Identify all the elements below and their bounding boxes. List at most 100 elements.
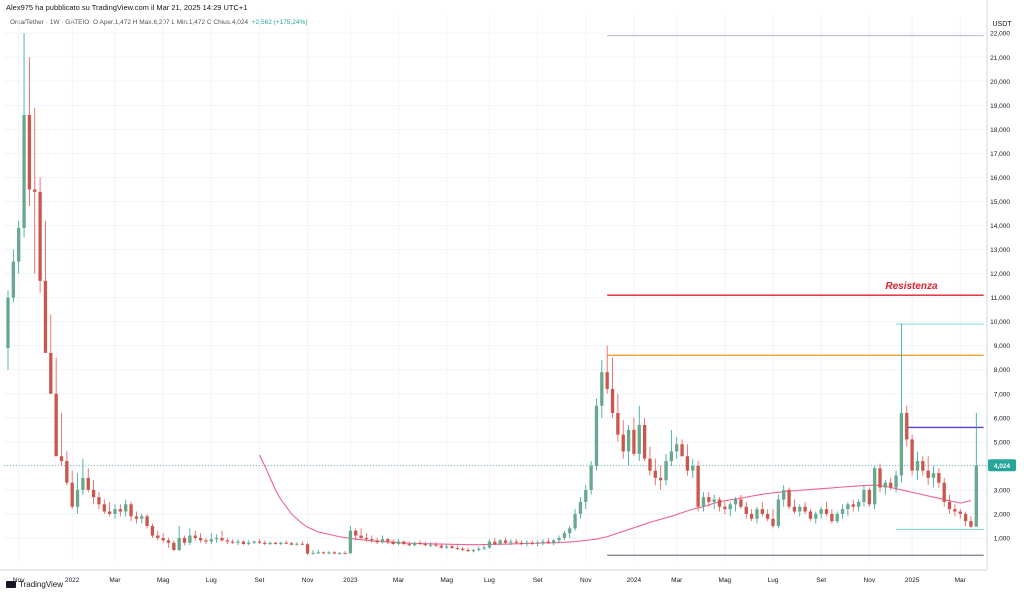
time-tick-label: Mag	[440, 577, 453, 584]
candle-body	[573, 513, 577, 529]
candle-body	[129, 504, 133, 517]
price-tick-label: 16,000	[990, 175, 1010, 182]
candle-body	[974, 465, 978, 527]
price-tick-label: 6,000	[994, 415, 1011, 422]
price-tick-label: 14,000	[990, 223, 1010, 230]
time-tick-label: Mar	[671, 577, 683, 584]
candle-body	[621, 434, 625, 452]
candle-body	[546, 541, 550, 543]
candle-body	[803, 506, 807, 512]
candle-body	[557, 537, 561, 541]
candle-body	[327, 552, 331, 554]
candle-body	[867, 489, 871, 505]
interval[interactable]: 1W	[49, 19, 60, 26]
candle-body	[883, 482, 888, 488]
candle-body	[22, 114, 26, 228]
candle-body	[541, 541, 545, 543]
candle-body	[49, 352, 53, 394]
candle-body	[776, 499, 781, 526]
symbol-legend: Orca/Tether · 1W · GATEIO O Aper.1,472 H…	[10, 19, 308, 26]
candle-body	[723, 506, 727, 510]
candle-body	[214, 537, 219, 540]
candle-body	[284, 542, 288, 544]
moving-average-line	[258, 454, 972, 546]
currency-label: USDT	[992, 21, 1012, 28]
candle-body	[632, 429, 636, 454]
candle-body	[766, 513, 770, 519]
candle-body	[370, 539, 374, 541]
price-tick-label: 7,000	[994, 391, 1011, 398]
candle-body	[375, 540, 379, 543]
candle-body	[691, 465, 695, 471]
candle-body	[568, 528, 572, 534]
candle-body	[477, 548, 481, 550]
publish-attribution: Alex975 ha pubblicato su TradingView.com…	[6, 3, 248, 12]
candle-body	[145, 516, 149, 526]
price-tick-label: 5,000	[994, 439, 1011, 446]
candle-body	[675, 444, 679, 452]
candle-body	[134, 516, 139, 519]
candle-body	[701, 497, 706, 507]
candle-body	[252, 541, 256, 543]
time-tick-label: Mar	[109, 577, 121, 584]
candle-body	[193, 535, 197, 538]
candle-body	[86, 477, 90, 490]
symbol-name[interactable]: Orca/Tether	[10, 19, 44, 26]
candle-body	[471, 549, 476, 552]
candle-body	[6, 297, 10, 349]
candle-body	[220, 537, 224, 541]
candle-body	[503, 540, 508, 543]
candle-body	[91, 489, 96, 498]
candle-body	[236, 541, 240, 543]
candle-body	[525, 542, 529, 544]
candle-body	[70, 482, 74, 507]
candle-body	[359, 535, 363, 538]
candle-body	[808, 511, 813, 519]
candle-body	[733, 499, 738, 505]
candle-body	[760, 509, 764, 514]
candle-body	[728, 504, 732, 510]
time-tick-label: Lug	[206, 577, 217, 584]
tradingview-brand[interactable]: TradingView	[6, 580, 63, 589]
candle-body	[450, 546, 454, 549]
candle-body	[241, 541, 246, 544]
candle-body	[338, 553, 342, 555]
candle-body	[969, 521, 973, 527]
candle-body	[616, 412, 620, 435]
candle-body	[814, 513, 818, 519]
candle-body	[798, 506, 802, 512]
candle-body	[915, 461, 920, 471]
price-tick-label: 11,000	[991, 295, 1011, 302]
candle-body	[931, 473, 936, 478]
candle-body	[648, 458, 652, 471]
candle-body	[273, 542, 278, 544]
candle-body	[851, 504, 855, 507]
candle-body	[905, 412, 909, 440]
candle-body	[27, 114, 32, 190]
price-tick-label: 19,000	[990, 103, 1010, 110]
candle-body	[17, 227, 21, 262]
candle-body	[81, 477, 85, 490]
candle-body	[455, 548, 460, 550]
candle-body	[11, 261, 16, 298]
candle-body	[268, 542, 272, 544]
candle-body	[247, 542, 251, 544]
time-tick-label: Mag	[157, 577, 170, 584]
candle-body	[498, 540, 502, 544]
candle-body	[664, 461, 668, 481]
last-price-badge	[988, 459, 1016, 472]
candle-body	[364, 537, 369, 540]
candle-body	[846, 504, 850, 510]
candle-body	[552, 540, 556, 543]
candle-body	[680, 444, 684, 457]
price-tick-label: 18,000	[990, 127, 1010, 134]
candle-body	[43, 280, 48, 353]
price-tick-label: 1,000	[994, 535, 1011, 542]
candle-body	[65, 461, 69, 483]
candle-body	[530, 542, 534, 544]
candle-body	[204, 540, 208, 542]
price-change: +2,562 (+175,24%)	[251, 19, 308, 26]
candle-body	[493, 541, 497, 544]
candle-body	[107, 511, 112, 514]
